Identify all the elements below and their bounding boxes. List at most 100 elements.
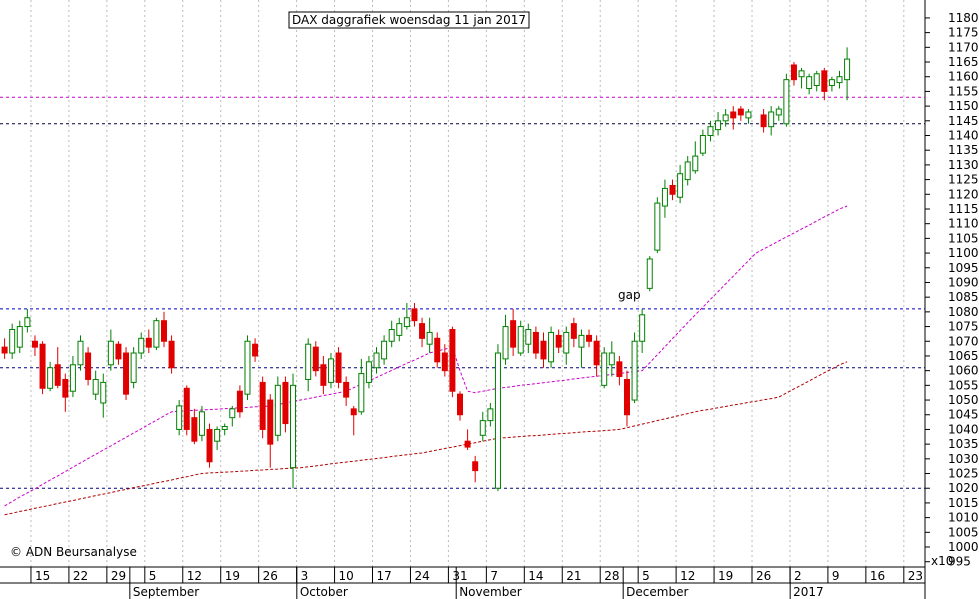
candle-body: [176, 405, 183, 430]
candle-body: [737, 108, 744, 116]
candle-body: [123, 352, 130, 395]
y-tick-label: 1035: [948, 437, 979, 451]
y-tick-label: 1100: [948, 246, 979, 260]
candle-body: [745, 111, 752, 119]
moving-average-line: [4, 361, 848, 516]
x-tick-label: 15: [35, 569, 50, 583]
y-unit-label: x10: [931, 554, 953, 568]
candle-body: [312, 346, 319, 372]
y-tick-label: 1175: [948, 26, 979, 40]
candle-body: [563, 331, 570, 354]
y-tick-label: 1105: [948, 231, 979, 245]
candle-body: [130, 352, 137, 383]
y-tick-label: 1120: [948, 187, 979, 201]
candle-body: [593, 340, 600, 366]
y-tick-label: 1065: [948, 349, 979, 363]
candle-body: [669, 184, 676, 195]
x-tick-label: 16: [870, 569, 885, 583]
y-tick-label: 1145: [948, 114, 979, 128]
candle-body: [722, 114, 729, 122]
moving-average-line: [4, 205, 848, 507]
x-tick-label: 12: [187, 569, 202, 583]
x-tick-label: 29: [111, 569, 126, 583]
candle-body: [623, 378, 630, 416]
candle-body: [47, 367, 54, 389]
x-tick-label: 17: [377, 569, 392, 583]
candle-body: [320, 364, 327, 386]
candle-body: [206, 428, 213, 463]
month-label: December: [626, 585, 688, 599]
y-tick-label: 1155: [948, 84, 979, 98]
candle-body: [707, 126, 714, 137]
x-tick-label: 26: [263, 569, 278, 583]
candle-body: [39, 343, 46, 389]
y-tick-label: 1115: [948, 202, 979, 216]
candle-body: [821, 70, 828, 92]
candle-body: [396, 323, 403, 336]
candle-body: [616, 361, 623, 378]
candle-body: [100, 381, 107, 404]
y-tick-label: 1020: [948, 481, 979, 495]
candle-body: [639, 314, 646, 342]
candle-body: [214, 428, 221, 442]
candle-body: [775, 108, 782, 116]
candle-body: [343, 381, 350, 398]
title-box: [288, 11, 530, 29]
candle-body: [555, 334, 562, 348]
y-tick-label: 1045: [948, 408, 979, 422]
candle-body: [487, 408, 494, 422]
candle-body: [730, 111, 737, 119]
y-tick-label: 1070: [948, 334, 979, 348]
candle-body: [221, 425, 228, 430]
candle-body: [335, 352, 342, 383]
candle-body: [768, 111, 775, 128]
x-tick-label: 21: [566, 569, 581, 583]
x-tick-label: 5: [642, 569, 650, 583]
candle-body: [684, 161, 691, 181]
y-tick-label: 1165: [948, 55, 979, 69]
candle-body: [160, 320, 167, 342]
candle-body: [790, 64, 797, 81]
candle-body: [183, 387, 190, 430]
y-tick-label: 1090: [948, 275, 979, 289]
candle-body: [229, 408, 236, 419]
candle-body: [457, 393, 463, 416]
y-tick-label: 1015: [948, 496, 979, 510]
candle-body: [327, 358, 334, 383]
candle-body: [715, 120, 722, 131]
candle-body: [760, 114, 767, 128]
month-label: September: [133, 585, 199, 599]
candle-body: [1, 346, 8, 354]
candle-body: [305, 343, 312, 380]
candle-body: [654, 202, 661, 251]
candle-body: [646, 258, 653, 289]
y-tick-label: 1030: [948, 452, 979, 466]
candle-body: [267, 399, 274, 445]
candle-body: [441, 352, 448, 372]
candle-body: [358, 373, 365, 413]
candle-body: [783, 79, 790, 125]
candle-body: [411, 308, 418, 322]
y-tick-label: 1095: [948, 261, 979, 275]
x-tick-label: 19: [718, 569, 733, 583]
candle-body: [434, 337, 441, 363]
y-tick-label: 1055: [948, 378, 979, 392]
candle-body: [806, 76, 813, 89]
y-tick-label: 1150: [948, 99, 979, 113]
candle-body: [661, 187, 668, 207]
y-tick-label: 1080: [948, 305, 979, 319]
source-label: © ADN Beursanalyse: [10, 545, 137, 559]
y-tick-label: 1160: [948, 70, 979, 84]
candle-body: [252, 343, 259, 357]
candle-body: [540, 340, 547, 360]
candle-body: [153, 320, 160, 348]
candle-body: [24, 317, 31, 328]
candle-body: [502, 326, 509, 360]
x-tick-label: 9: [832, 569, 840, 583]
y-tick-label: 1170: [948, 40, 979, 54]
candle-body: [365, 361, 372, 383]
x-tick-label: 26: [756, 569, 771, 583]
candle-body: [290, 384, 297, 469]
y-tick-label: 1025: [948, 467, 979, 481]
candle-body: [191, 417, 198, 442]
